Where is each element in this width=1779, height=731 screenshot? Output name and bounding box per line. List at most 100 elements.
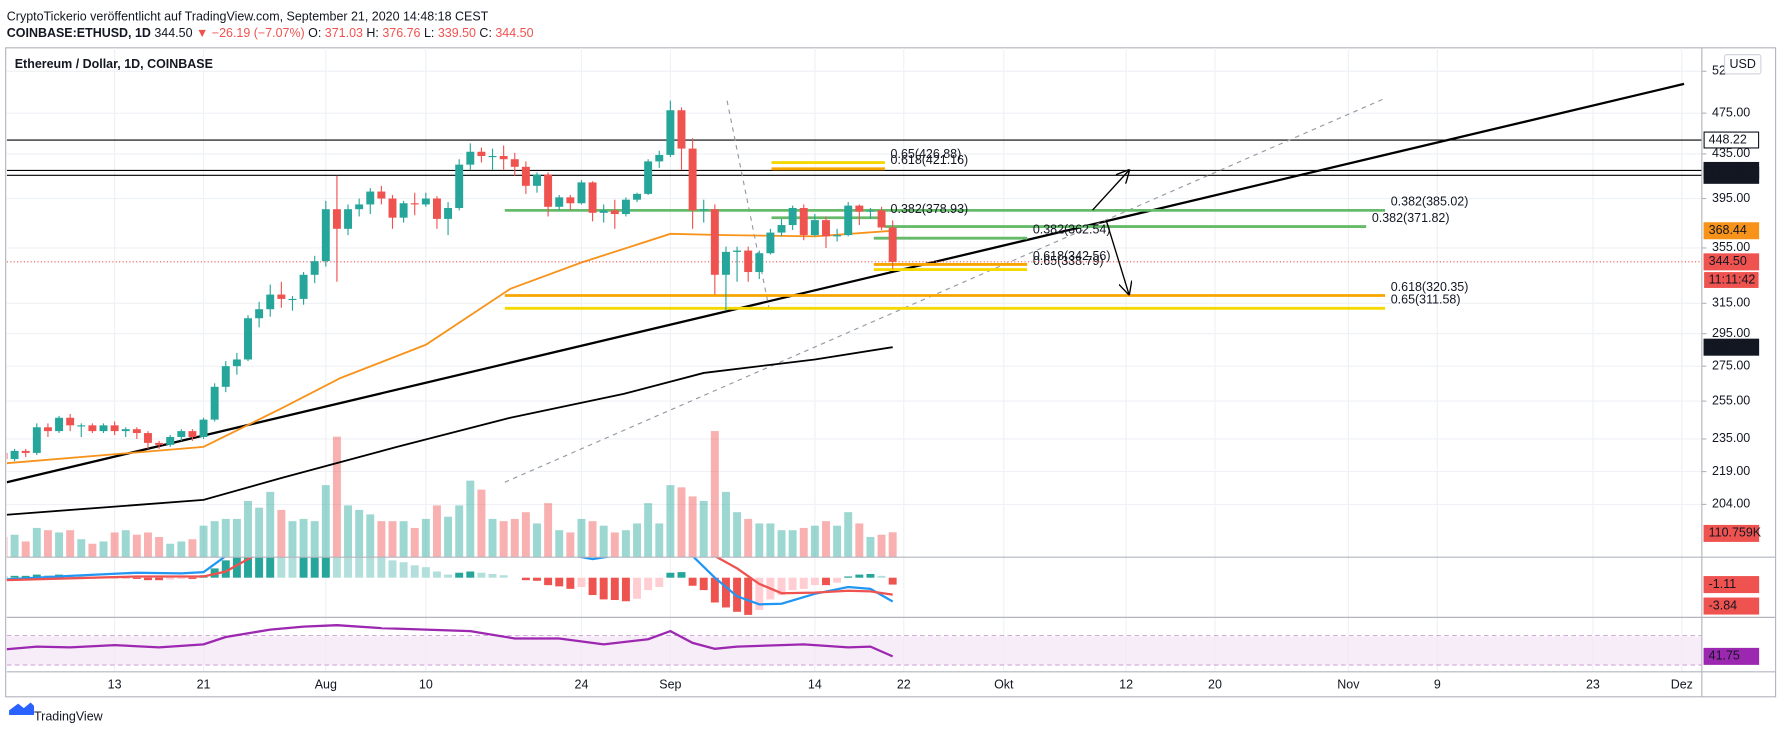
fib-label: 0.65(311.58) — [1391, 293, 1461, 307]
currency-button[interactable] — [1723, 54, 1762, 75]
fib-label: 0.65(426.88) — [891, 147, 962, 161]
candle-body — [355, 204, 364, 210]
volume-bar — [366, 514, 375, 558]
volume-bar — [799, 527, 808, 558]
volume-bar — [599, 525, 608, 558]
x-tick-label: Sep — [659, 678, 681, 692]
candle-body — [577, 182, 586, 204]
macd-histogram — [432, 571, 441, 578]
y-tick-label: 295.00 — [1712, 326, 1750, 340]
candle-body — [177, 431, 186, 437]
volume-bar — [88, 543, 97, 558]
volume-bar — [699, 500, 708, 558]
volume-bar — [621, 530, 630, 558]
x-tick-label: Dez — [1671, 678, 1693, 692]
candle-body — [788, 208, 797, 226]
macd-histogram — [577, 577, 586, 587]
candle-body — [677, 110, 686, 149]
candle-body — [655, 154, 664, 162]
volume-bar — [721, 491, 730, 558]
fib-label: 0.618(320.35) — [1391, 280, 1469, 294]
macd-histogram — [177, 577, 186, 579]
header-part: C: — [479, 27, 491, 41]
candle-body — [755, 253, 764, 273]
macd-histogram — [633, 577, 642, 599]
macd-histogram — [466, 571, 475, 578]
volume-bar — [355, 509, 364, 558]
volume-bar — [344, 505, 353, 558]
macd-histogram — [866, 573, 875, 578]
macd-histogram — [121, 577, 130, 579]
candle-body — [721, 251, 730, 275]
header-part: 376.76 — [382, 27, 420, 41]
candle-body — [566, 197, 575, 204]
volume-bar — [421, 518, 430, 558]
macd-histogram — [455, 572, 464, 578]
candle-body — [855, 205, 864, 212]
logo — [9, 702, 35, 715]
trendline — [6, 82, 1685, 484]
volume-bar — [833, 525, 842, 558]
macd-histogram — [344, 557, 353, 578]
macd-histogram — [744, 577, 753, 615]
candle-body — [10, 450, 19, 460]
macd-histogram — [644, 577, 653, 591]
price-label: 448.22 — [1709, 132, 1747, 146]
volume-bar — [43, 530, 52, 558]
price-label: 415.31 — [1709, 168, 1747, 182]
candle-body — [599, 210, 608, 213]
volume-bar — [888, 532, 897, 558]
candle-body — [799, 208, 808, 236]
currency[interactable]: USD — [1730, 57, 1756, 71]
macd-histogram — [721, 577, 730, 608]
candle-body — [199, 419, 208, 437]
volume-bar — [588, 521, 597, 558]
candle-body — [210, 386, 219, 420]
macd-histogram — [6, 576, 8, 578]
candle-body — [32, 427, 41, 453]
candle-body — [633, 193, 642, 200]
fib-label: 0.65(338.79) — [1033, 254, 1104, 268]
volume-bar — [644, 503, 653, 558]
candle-body — [188, 431, 197, 437]
candle-body — [733, 250, 742, 252]
price-label: 344.50 — [1709, 254, 1747, 268]
arrow-down — [1105, 220, 1129, 294]
macd-histogram — [610, 577, 619, 601]
volume-bar — [555, 530, 564, 558]
candle-body — [666, 110, 675, 155]
volume-bar — [788, 530, 797, 558]
candle-body — [21, 450, 30, 453]
macd-histogram — [499, 575, 508, 578]
macd-histogram — [599, 577, 608, 600]
volume-bar — [132, 534, 141, 558]
rsi-band-fill — [6, 636, 1702, 666]
macd-histogram — [266, 557, 275, 578]
candle-body — [244, 318, 252, 360]
candle-body — [88, 425, 97, 432]
candle-body — [321, 209, 330, 262]
price-label: 41.75 — [1709, 649, 1740, 663]
candle-body — [444, 208, 453, 219]
macd-histogram — [10, 575, 19, 578]
macd-histogram — [399, 562, 408, 578]
price-label: 286.51 — [1709, 339, 1747, 353]
arrow-up — [1092, 170, 1129, 211]
candle-body — [43, 427, 52, 432]
volume-bar — [488, 518, 497, 558]
candle-body — [777, 225, 786, 233]
candle-body — [132, 429, 141, 434]
candle-body — [844, 205, 853, 236]
candle-body — [77, 425, 86, 427]
y-tick-label: 315.00 — [1712, 296, 1750, 310]
candle-body — [155, 442, 164, 445]
fib-label: 0.382(362.54) — [1033, 223, 1111, 237]
candle-body — [110, 425, 119, 432]
candle-body — [766, 232, 775, 254]
candle-body — [266, 294, 275, 310]
y-tick-label: 204.00 — [1712, 497, 1750, 511]
price-label: 110.759K — [1709, 526, 1762, 540]
macd-histogram — [166, 577, 175, 580]
publisher-line: CryptoTickerio veröffentlicht auf Tradin… — [7, 9, 489, 23]
candle-body — [99, 425, 108, 432]
